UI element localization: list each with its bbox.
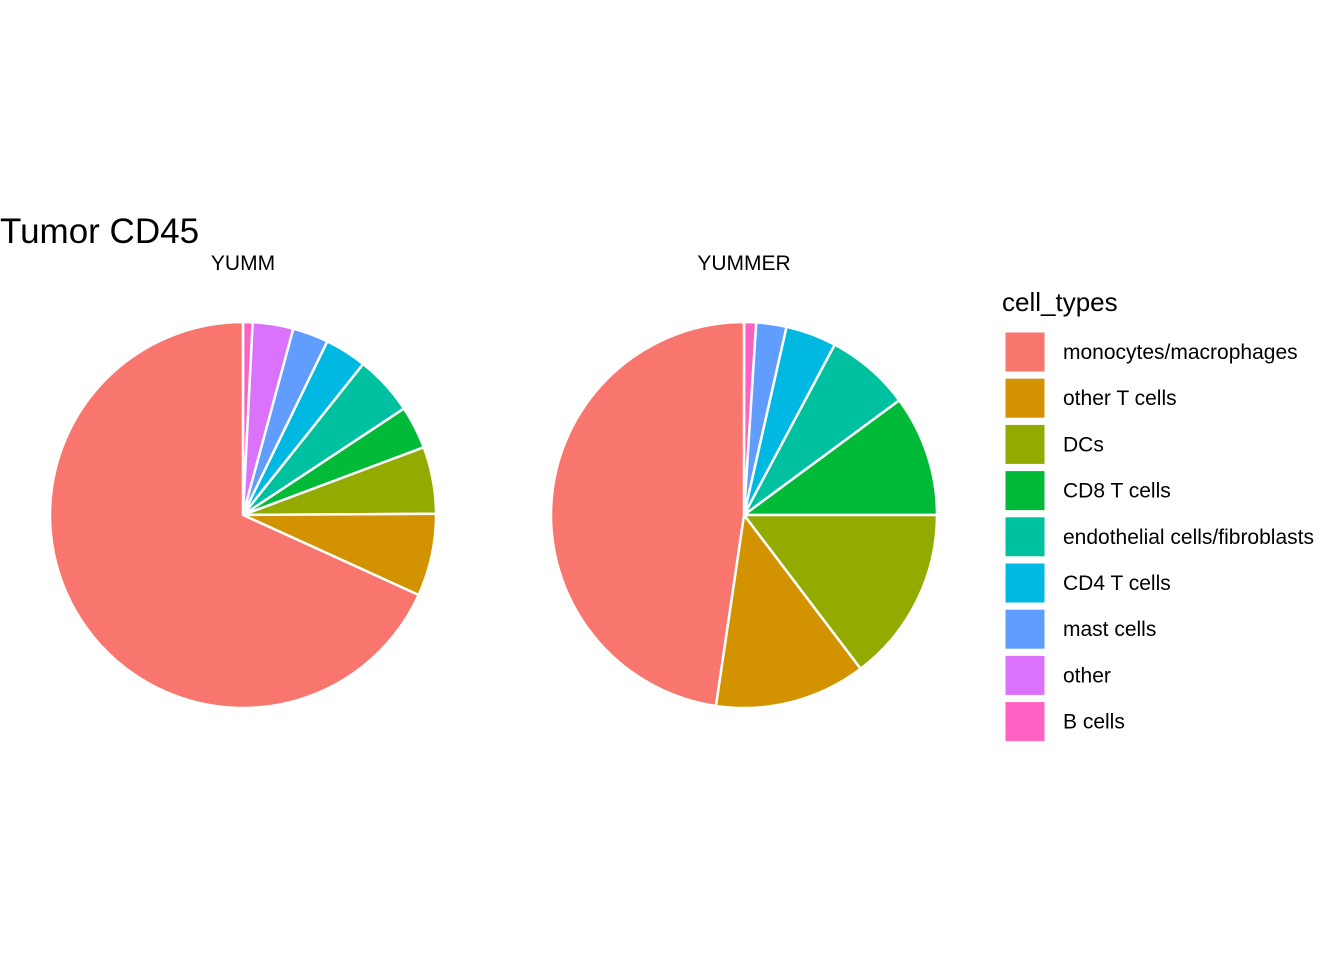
legend-swatch-other (1004, 654, 1046, 696)
legend-items: monocytes/macrophages other T cells DCs CD8… (1004, 331, 1314, 743)
pie-yummer (549, 320, 939, 710)
legend-label-other: other (1063, 664, 1111, 687)
legend-item-monocytes-macrophages: monocytes/macrophages (1004, 331, 1298, 373)
slice-yummer-monocytes-macrophages (549, 320, 746, 708)
legend-label-b-cells: B cells (1063, 711, 1125, 734)
legend-item-endothelial-cells-fibroblasts: endothelial cells/fibroblasts (1004, 516, 1314, 558)
slice-yumm-monocytes-macrophages (48, 320, 420, 710)
chart-title: Tumor CD45 (0, 212, 199, 251)
legend-swatch-endothelial-cells-fibroblasts (1004, 516, 1046, 558)
legend-item-other: other (1004, 654, 1111, 696)
slice-yummer-dcs (742, 513, 939, 671)
legend-swatch-cd4-t-cells (1004, 562, 1046, 604)
facet-label-yummer: YUMMER (697, 252, 790, 275)
pie-yumm (48, 320, 438, 710)
legend-title: cell_types (1002, 287, 1118, 317)
legend-item-cd8-t-cells: CD8 T cells (1004, 470, 1171, 512)
legend-label-dcs: DCs (1063, 433, 1104, 456)
legend-item-b-cells: B cells (1004, 701, 1125, 743)
facet-label-yumm: YUMM (211, 252, 275, 275)
legend-swatch-b-cells (1004, 701, 1046, 743)
legend-label-endothelial-cells-fibroblasts: endothelial cells/fibroblasts (1063, 526, 1314, 549)
legend-label-mast-cells: mast cells (1063, 618, 1156, 641)
legend-label-other-t-cells: other T cells (1063, 387, 1177, 410)
legend-swatch-mast-cells (1004, 608, 1046, 650)
legend-item-other-t-cells: other T cells (1004, 377, 1177, 419)
legend-item-cd4-t-cells: CD4 T cells (1004, 562, 1171, 604)
legend-label-monocytes-macrophages: monocytes/macrophages (1063, 341, 1298, 364)
legend-label-cd8-t-cells: CD8 T cells (1063, 480, 1171, 503)
legend-item-dcs: DCs (1004, 423, 1104, 465)
legend-swatch-other-t-cells (1004, 377, 1046, 419)
legend-label-cd4-t-cells: CD4 T cells (1063, 572, 1171, 595)
legend-swatch-dcs (1004, 423, 1046, 465)
slice-yummer-other-t-cells (714, 513, 862, 710)
legend-item-mast-cells: mast cells (1004, 608, 1156, 650)
legend: cell_types monocytes/macrophages other T … (1002, 287, 1314, 743)
pie-panel-yummer: YUMMER (549, 252, 939, 710)
pie-panel-yumm: YUMM (48, 252, 438, 710)
legend-swatch-monocytes-macrophages (1004, 331, 1046, 373)
slice-yummer-cd8-t-cells (742, 399, 939, 517)
legend-swatch-cd8-t-cells (1004, 470, 1046, 512)
